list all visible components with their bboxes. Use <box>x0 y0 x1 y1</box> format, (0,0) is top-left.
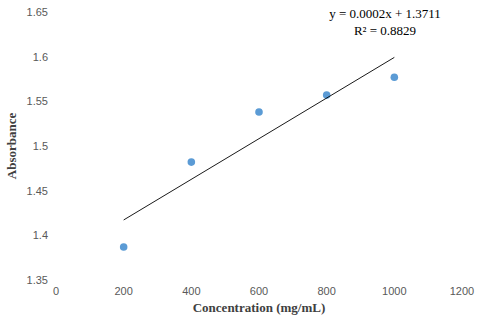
y-tick-label: 1.4 <box>33 229 48 241</box>
x-tick-label: 600 <box>250 285 268 297</box>
plot-area <box>120 57 398 250</box>
x-tick-label: 200 <box>114 285 132 297</box>
point <box>255 108 263 116</box>
point <box>120 243 128 251</box>
point <box>391 73 399 81</box>
y-tick-label: 1.6 <box>33 51 48 63</box>
y-tick-label: 1.45 <box>27 185 48 197</box>
x-tick-label: 1000 <box>382 285 406 297</box>
y-tick <box>53 235 56 236</box>
y-tick-label: 1.65 <box>27 6 48 18</box>
point <box>188 158 196 166</box>
y-tick <box>53 101 56 102</box>
chart: 1.35 1.4 1.45 1.5 1.55 1.6 1.65 0 200 400 600 800 10… <box>0 0 480 319</box>
x-tick <box>394 280 395 283</box>
annotation: y = 0.0002x + 1.3711 <box>329 6 441 21</box>
y-tick <box>53 280 56 281</box>
y-tick-label: 1.55 <box>27 95 48 107</box>
x-tick-label: 800 <box>317 285 335 297</box>
x-tick-label: 0 <box>53 285 59 297</box>
x-axis-title: Concentration (mg/mL) <box>193 300 326 315</box>
x-tick <box>259 280 260 283</box>
x-tick-label: 400 <box>182 285 200 297</box>
y-tick <box>53 146 56 147</box>
x-tick-label: 1200 <box>450 285 474 297</box>
y-tick <box>53 56 56 57</box>
y-tick <box>53 190 56 191</box>
y-tick-label: 1.35 <box>27 274 48 286</box>
x-tick <box>123 280 124 283</box>
y-axis-title: Absorbance <box>4 113 19 180</box>
annotation: R² = 0.8829 <box>354 23 416 38</box>
x-tick <box>191 280 192 283</box>
y-tick <box>53 12 56 13</box>
x-tick <box>462 280 463 283</box>
trendline <box>124 57 395 220</box>
x-tick <box>56 280 57 283</box>
x-tick <box>326 280 327 283</box>
y-tick-label: 1.5 <box>33 140 48 152</box>
